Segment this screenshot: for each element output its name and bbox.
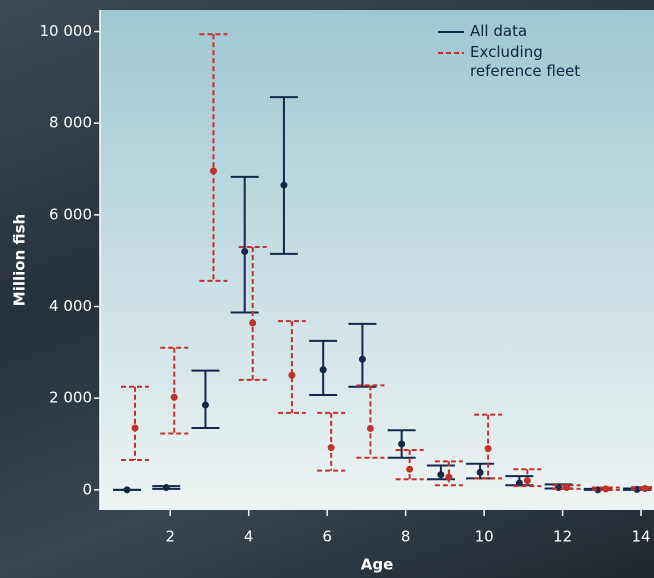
point: [288, 372, 295, 379]
point: [445, 474, 452, 481]
point: [359, 356, 366, 363]
x-axis-label: Age: [361, 556, 394, 574]
legend-swatch: [436, 43, 466, 61]
y-tick-label: 0: [82, 480, 92, 498]
point: [171, 394, 178, 401]
point: [398, 441, 405, 448]
x-tick-label: 14: [632, 528, 651, 546]
legend: All data Excluding reference fleet: [436, 22, 590, 83]
y-tick-label: 8 000: [49, 114, 92, 132]
legend-item: Excluding reference fleet: [436, 43, 590, 81]
point: [563, 484, 570, 491]
x-tick-label: 4: [244, 528, 254, 546]
y-tick-label: 10 000: [40, 22, 93, 40]
point: [320, 366, 327, 373]
x-tick-label: 12: [553, 528, 572, 546]
x-tick-label: 6: [322, 528, 332, 546]
point: [123, 486, 130, 493]
y-tick-label: 4 000: [49, 297, 92, 315]
point: [477, 469, 484, 476]
point: [202, 402, 209, 409]
point: [602, 485, 609, 492]
point: [163, 484, 170, 491]
y-tick-label: 6 000: [49, 205, 92, 223]
point: [485, 445, 492, 452]
x-tick-label: 2: [165, 528, 175, 546]
chart: Million fish Age 0 2 000 4 000 6 000 8 000 10…: [0, 0, 654, 578]
point: [437, 471, 444, 478]
legend-label: Excluding reference fleet: [470, 43, 590, 81]
x-tick-label: 8: [401, 528, 411, 546]
y-tick-label: 2 000: [49, 389, 92, 407]
point: [280, 182, 287, 189]
point: [131, 424, 138, 431]
point: [210, 167, 217, 174]
point: [241, 248, 248, 255]
legend-swatch: [436, 22, 466, 40]
point: [328, 444, 335, 451]
point: [524, 477, 531, 484]
point: [406, 466, 413, 473]
x-tick-label: 10: [475, 528, 494, 546]
point: [642, 485, 649, 492]
point: [249, 320, 256, 327]
page: Million fish Age 0 2 000 4 000 6 000 8 000 10…: [0, 0, 654, 578]
y-axis-label: Million fish: [11, 214, 29, 306]
legend-label: All data: [470, 22, 590, 41]
point: [367, 425, 374, 432]
plot-area: [100, 10, 654, 510]
legend-item: All data: [436, 22, 590, 41]
